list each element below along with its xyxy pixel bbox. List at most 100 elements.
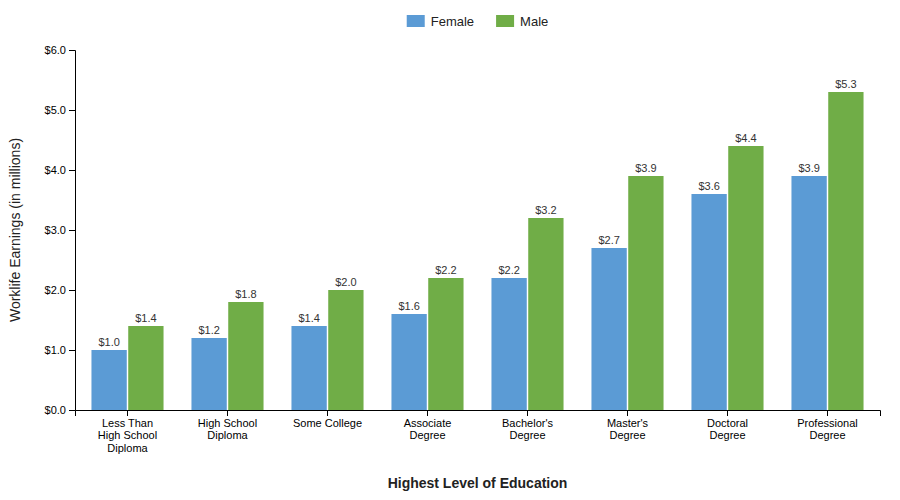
x-tick-label: Master'sDegree <box>607 417 649 442</box>
x-tick-mark <box>627 410 628 416</box>
bar-series <box>91 176 826 410</box>
x-tick: ProfessionalDegree <box>797 410 858 441</box>
y-tick: $6.0 <box>45 44 75 56</box>
x-tick-label-line: Degree <box>709 429 745 441</box>
y-tick-mark <box>69 50 75 51</box>
bar <box>791 176 826 410</box>
x-tick: Less ThanHigh SchoolDiploma <box>98 410 157 454</box>
data-labels: $1.0$1.2$1.4$1.6$2.2$2.7$3.6$3.9$1.4$1.8… <box>98 78 856 348</box>
legend-swatch <box>496 15 514 27</box>
x-tick-label-line: Professional <box>797 417 858 429</box>
x-tick-label-line: Degree <box>409 429 445 441</box>
x-tick-label-line: Degree <box>809 429 845 441</box>
x-tick-label: Less ThanHigh SchoolDiploma <box>98 417 157 454</box>
x-axis-title: Highest Level of Education <box>388 475 568 491</box>
x-tick-mark <box>227 410 228 416</box>
y-axis-title: Worklife Earnings (in millions) <box>7 138 23 322</box>
y-tick: $1.0 <box>45 344 75 356</box>
y-tick-label: $3.0 <box>45 224 66 236</box>
x-tick-label-line: Associate <box>404 417 452 429</box>
legend-swatch <box>407 15 425 27</box>
y-tick: $0.0 <box>45 404 75 416</box>
bar <box>591 248 626 410</box>
data-label: $1.0 <box>98 336 119 348</box>
data-label: $2.2 <box>498 264 519 276</box>
x-tick-label-line: Some College <box>293 417 362 429</box>
x-tick-label-line: Doctoral <box>707 417 748 429</box>
legend-label: Male <box>520 14 548 29</box>
legend: Female Male <box>407 14 549 29</box>
chart-container: $1.0$1.2$1.4$1.6$2.2$2.7$3.6$3.9$1.4$1.8… <box>0 0 900 500</box>
bar <box>291 326 326 410</box>
y-tick-mark <box>69 230 75 231</box>
y-axis: $0.0 $1.0 $2.0 $3.0 $4.0 $5.0 $6.0 <box>45 44 76 416</box>
y-tick-mark <box>69 410 75 411</box>
bar <box>228 302 263 410</box>
chart-svg: $1.0$1.2$1.4$1.6$2.2$2.7$3.6$3.9$1.4$1.8… <box>0 0 900 500</box>
y-axis-line <box>69 51 76 411</box>
bar <box>191 338 226 410</box>
data-label: $1.8 <box>235 288 256 300</box>
x-tick: AssociateDegree <box>404 410 452 441</box>
y-tick: $4.0 <box>45 164 75 176</box>
y-tick-mark <box>69 350 75 351</box>
data-label: $3.2 <box>535 204 556 216</box>
x-tick: Some College <box>293 410 362 429</box>
y-tick: $2.0 <box>45 284 75 296</box>
legend-label: Female <box>431 14 474 29</box>
data-label: $1.4 <box>298 312 319 324</box>
data-label: $4.4 <box>735 132 756 144</box>
bars <box>91 92 863 410</box>
legend-item: Female <box>407 14 474 29</box>
y-tick-label: $2.0 <box>45 284 66 296</box>
x-axis: Less ThanHigh SchoolDiplomaHigh SchoolDi… <box>76 410 881 454</box>
y-tick: $5.0 <box>45 104 75 116</box>
bar-series <box>128 92 863 410</box>
y-tick-label: $6.0 <box>45 44 66 56</box>
x-tick-label-line: High School <box>198 417 257 429</box>
x-tick-mark <box>827 410 828 416</box>
x-tick-label: ProfessionalDegree <box>797 417 858 442</box>
x-tick-label: Bachelor'sDegree <box>502 417 554 442</box>
y-tick-label: $0.0 <box>45 404 66 416</box>
x-tick-label-line: Degree <box>609 429 645 441</box>
data-label: $5.3 <box>835 78 856 90</box>
x-tick-mark <box>527 410 528 416</box>
y-tick-label: $1.0 <box>45 344 66 356</box>
data-label: $1.6 <box>398 300 419 312</box>
y-tick-mark <box>69 290 75 291</box>
x-tick-mark <box>427 410 428 416</box>
y-tick-label: $4.0 <box>45 164 66 176</box>
y-tick: $3.0 <box>45 224 75 236</box>
data-label: $3.6 <box>698 180 719 192</box>
bar <box>428 278 463 410</box>
x-tick: DoctoralDegree <box>707 410 748 441</box>
x-tick-label-line: Degree <box>509 429 545 441</box>
y-tick-mark <box>69 170 75 171</box>
x-tick-label: DoctoralDegree <box>707 417 748 442</box>
x-tick-label-line: High School <box>98 429 157 441</box>
y-tick-mark <box>69 110 75 111</box>
x-tick-mark <box>327 410 328 416</box>
x-tick: Bachelor'sDegree <box>502 410 554 441</box>
x-tick-label-line: Less Than <box>102 417 153 429</box>
bar <box>828 92 863 410</box>
bar <box>391 314 426 410</box>
bar <box>91 350 126 410</box>
bar <box>728 146 763 410</box>
bar <box>528 218 563 410</box>
x-tick-mark <box>127 410 128 416</box>
x-tick: Master'sDegree <box>607 410 649 441</box>
plot-area: $1.0$1.2$1.4$1.6$2.2$2.7$3.6$3.9$1.4$1.8… <box>45 44 881 454</box>
y-tick-label: $5.0 <box>45 104 66 116</box>
bar <box>128 326 163 410</box>
x-tick-label-line: Diploma <box>107 442 148 454</box>
data-label: $2.7 <box>598 234 619 246</box>
x-axis-line <box>76 411 881 417</box>
bar <box>628 176 663 410</box>
data-label: $3.9 <box>798 162 819 174</box>
data-label: $1.4 <box>135 312 156 324</box>
data-label: $3.9 <box>635 162 656 174</box>
legend-item: Male <box>496 14 548 29</box>
data-label: $2.2 <box>435 264 456 276</box>
